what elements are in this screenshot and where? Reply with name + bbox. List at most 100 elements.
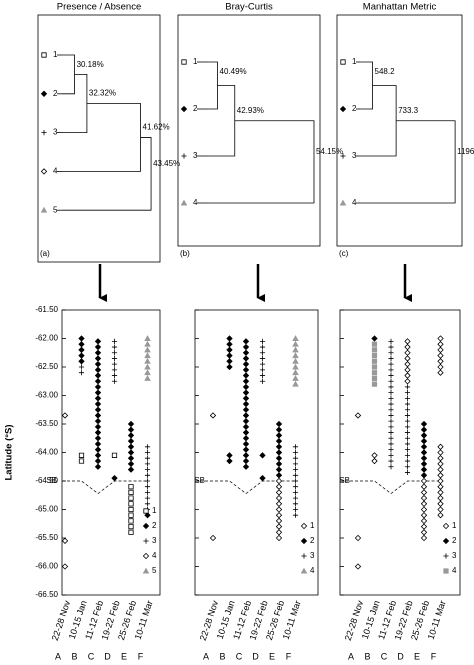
point (275, 426, 283, 433)
point (404, 349, 411, 356)
legend-label: 3 (310, 551, 315, 560)
point (292, 380, 299, 387)
point (275, 512, 283, 519)
point (259, 378, 266, 384)
leaf-marker (180, 199, 188, 206)
leaf-marker (340, 153, 346, 159)
leaf-marker (339, 199, 347, 206)
point (259, 344, 266, 350)
point (292, 346, 299, 353)
point (226, 341, 233, 348)
point (371, 457, 378, 465)
point (242, 417, 250, 425)
point (275, 466, 283, 473)
legend-label: 4 (310, 566, 315, 575)
point (388, 418, 394, 424)
point (388, 372, 394, 379)
point (242, 338, 250, 345)
legend-marker (142, 552, 150, 560)
leaf-label: 4 (53, 167, 58, 176)
point (404, 360, 411, 368)
point (242, 355, 250, 362)
point (404, 458, 411, 464)
point (404, 366, 411, 374)
point (371, 358, 378, 364)
point (242, 366, 250, 374)
point (420, 472, 428, 479)
point (128, 523, 134, 530)
y-tick-label: -63.50 (35, 419, 58, 428)
point (371, 381, 378, 387)
point (388, 441, 394, 447)
legend-marker (143, 508, 149, 514)
point (242, 343, 250, 351)
point (404, 401, 411, 407)
section-letter: E (269, 651, 275, 661)
point (371, 347, 378, 353)
dendrogram-link (207, 120, 315, 204)
point (94, 446, 102, 453)
section-letter: E (121, 651, 127, 661)
point (404, 429, 411, 436)
dendrogram-link (360, 61, 373, 110)
point (111, 350, 118, 356)
point (275, 472, 283, 479)
point (242, 446, 250, 453)
point (128, 489, 134, 496)
point (420, 500, 428, 507)
point (437, 449, 444, 456)
legend-label: 2 (452, 536, 457, 545)
boundary-label: SB (46, 476, 57, 485)
y-tick-label: -64.50 (35, 476, 58, 485)
point (242, 378, 250, 385)
legend-marker (142, 522, 150, 530)
point (404, 390, 411, 396)
point (111, 344, 118, 350)
legend-label: 1 (152, 506, 157, 515)
leaf-marker (40, 206, 48, 213)
point (259, 452, 266, 459)
point (128, 529, 134, 535)
point (144, 335, 151, 341)
point (78, 458, 85, 464)
leaf-marker (340, 59, 346, 65)
merge-label: 733.3 (398, 106, 419, 115)
point (292, 340, 299, 347)
point (78, 452, 85, 458)
y-tick-label: -63.00 (35, 391, 58, 400)
point (242, 435, 250, 442)
dendrogram-link (62, 74, 88, 133)
section-letter: B (364, 651, 370, 661)
point (404, 441, 411, 447)
leaf-label: 3 (53, 128, 58, 137)
point (292, 461, 299, 467)
leaf-label: 5 (53, 205, 58, 214)
point (420, 512, 428, 519)
point (292, 506, 299, 513)
point (404, 464, 411, 470)
y-tick-label: -65.50 (35, 533, 58, 542)
leaf-label: 4 (193, 198, 198, 207)
point (420, 449, 428, 456)
point (94, 457, 102, 465)
boundary-line (195, 480, 298, 494)
legend-marker (143, 538, 149, 544)
point (420, 517, 428, 525)
point (388, 395, 394, 401)
merge-label: 41.62% (143, 123, 170, 132)
point (144, 374, 151, 381)
point (94, 400, 102, 408)
point (111, 355, 118, 362)
point (259, 372, 266, 379)
point (420, 455, 428, 462)
point (437, 512, 444, 519)
merge-label: 42.93% (237, 106, 264, 115)
point (94, 338, 102, 345)
point (144, 352, 151, 359)
point (420, 529, 428, 536)
point (144, 346, 151, 353)
point (371, 364, 378, 370)
point (388, 447, 394, 453)
point (371, 335, 378, 342)
point (388, 338, 394, 344)
